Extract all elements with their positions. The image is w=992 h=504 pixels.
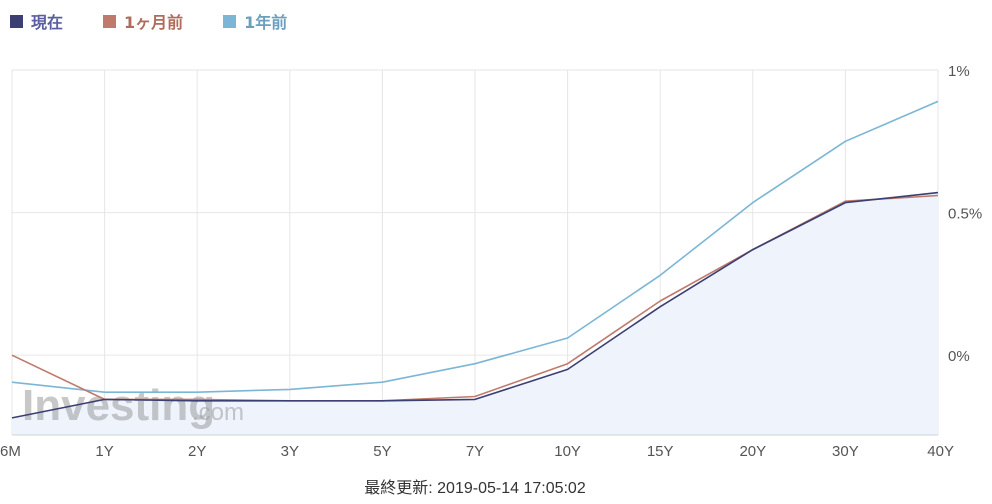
chart-legend: 現在 1ヶ月前 1年前 (10, 6, 327, 36)
x-tick-label-5: 7Y (466, 443, 484, 460)
investing-watermark: Investing .com (22, 381, 244, 430)
legend-item-1-year-ago[interactable]: 1年前 (223, 9, 287, 33)
x-tick-label-8: 20Y (739, 443, 766, 460)
series-line-0 (11, 100, 939, 393)
x-tick-label-2: 2Y (188, 443, 206, 460)
legend-swatch-1-year-ago (223, 14, 237, 28)
area-fill (12, 192, 938, 435)
legend-label-1-month-ago: 1ヶ月前 (124, 13, 184, 32)
legend-label-current: 現在 (31, 13, 64, 32)
legend-swatch-1-month-ago (103, 14, 117, 28)
series-lines (11, 100, 939, 419)
axes: 1% 0.5% 0% 6M 1Y 2Y 3Y 5Y 7Y 10Y 15Y 20Y 30Y 40Y (0, 63, 982, 460)
x-tick-label-6: 10Y (554, 443, 581, 460)
series-area-2 (12, 192, 938, 435)
series-line-2 (11, 191, 939, 419)
legend-item-1-month-ago[interactable]: 1ヶ月前 (103, 9, 183, 33)
legend-swatch-current (10, 14, 23, 28)
x-tick-label-4: 5Y (373, 443, 391, 460)
last-updated-label: 最終更新: 2019-05-14 17:05:02 (364, 480, 586, 497)
x-tick-label-0: 6M (0, 443, 21, 460)
x-tick-label-1: 1Y (95, 443, 113, 460)
yield-curve-chart: Investing .com 1% 0.5% 0% 6M 1Y 2Y 3Y 5Y 7Y 10Y 15… (0, 63, 982, 460)
x-tick-label-10: 40Y (927, 443, 954, 460)
watermark-main: Investing (22, 381, 215, 430)
x-tick-label-3: 3Y (281, 443, 299, 460)
watermark-suffix: .com (192, 399, 244, 426)
legend-label-1-year-ago: 1年前 (244, 13, 288, 32)
y-tick-label-0: 1% (948, 63, 970, 80)
y-tick-label-1: 0.5% (948, 206, 982, 223)
x-tick-label-9: 30Y (832, 443, 859, 460)
legend-item-current[interactable]: 現在 (10, 9, 63, 33)
y-tick-label-2: 0% (948, 348, 970, 365)
x-tick-label-7: 15Y (647, 443, 674, 460)
